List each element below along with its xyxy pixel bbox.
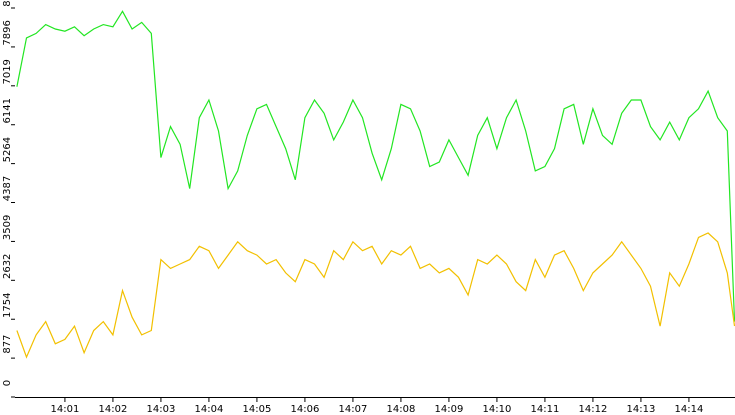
x-tick-label: 14:12 — [579, 404, 608, 415]
y-tick-label: 5264 — [2, 137, 13, 162]
y-tick-label: 2632 — [2, 254, 13, 279]
y-tick-label: 1754 — [2, 293, 13, 318]
x-tick-label: 14:11 — [531, 404, 560, 415]
y-tick-label: 0 — [2, 380, 13, 386]
y-tick-label: 877 — [2, 335, 13, 354]
x-tick-label: 14:01 — [51, 404, 80, 415]
y-tick-label: 7896 — [2, 20, 13, 45]
y-tick-label: 8774 — [2, 0, 13, 7]
x-tick-label: 14:14 — [675, 404, 704, 415]
x-tick-label: 14:02 — [99, 404, 128, 415]
y-tick-label: 6141 — [2, 98, 13, 123]
x-tick-label: 14:07 — [339, 404, 368, 415]
y-tick-label: 7019 — [2, 59, 13, 84]
series-line — [16, 10, 735, 322]
y-tick-label: 3509 — [2, 215, 13, 240]
x-tick-label: 14:03 — [147, 404, 176, 415]
x-tick-label: 14:05 — [243, 404, 272, 415]
x-tick-label: 14:13 — [627, 404, 656, 415]
x-tick-label: 14:09 — [435, 404, 464, 415]
x-tick-label: 14:06 — [291, 404, 320, 415]
x-tick-label: 14:04 — [195, 404, 224, 415]
y-tick-label: 4387 — [2, 176, 13, 201]
series-line — [16, 232, 735, 359]
x-tick-label: 14:10 — [483, 404, 512, 415]
x-tick-label: 14:08 — [387, 404, 416, 415]
